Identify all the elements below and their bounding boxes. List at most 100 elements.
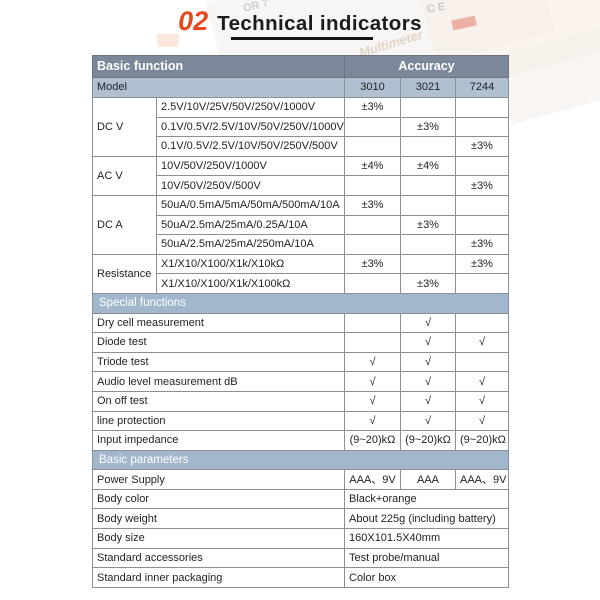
parameter-label: Standard inner packaging [92,567,345,588]
model-number-7244: 7244 [455,77,509,98]
accuracy-cell: ±3% [344,97,401,118]
table-row: Audio level measurement dB √ √ √ [92,371,509,392]
parameter-label: Standard accessories [92,547,345,569]
impedance-value: (9~20)kΩ [400,430,456,451]
accuracy-cell [344,136,401,157]
table-header-row: Basic function Accuracy [92,55,509,78]
impedance-value: (9~20)kΩ [344,430,401,451]
section-row: Basic parameters [92,449,509,471]
check-cell: √ [400,332,456,353]
check-cell: √ [344,410,401,432]
parameter-value: Color box [344,567,509,588]
accuracy-cell: ±3% [455,136,509,157]
table-row: 10V/50V/250V/500V ±3% [93,175,509,196]
check-cell: √ [455,332,509,353]
check-cell: √ [455,371,509,392]
accuracy-cell: ±3% [400,214,456,236]
check-cell [455,312,509,334]
table-row: X1/X10/X100/X1k/X100kΩ ±3% [93,273,509,294]
accuracy-cell [400,97,456,118]
range-cell: 0.1V/0.5V/2.5V/10V/50V/250V/1000V [156,116,345,138]
range-cell: 2.5V/10V/25V/50V/250V/1000V [156,97,345,118]
check-cell: √ [455,410,509,432]
check-cell [455,351,509,373]
range-cell: 0.1V/0.5V/2.5V/10V/50V/250V/500V [156,136,345,157]
accuracy-cell [455,273,509,294]
category-resistance: Resistance [92,253,157,294]
table-row: Triode test √ √ [92,351,509,373]
table-row: On off test √ √ √ [92,390,509,412]
accuracy-cell [344,116,401,138]
section-header-basic-parameters: Basic parameters [92,449,509,471]
function-label: Audio level measurement dB [92,371,345,392]
check-cell: √ [344,351,401,373]
table-row: Standard inner packaging Color box [92,567,509,588]
model-row: Model 3010 3021 7244 [92,77,509,98]
function-label: line protection [92,410,345,432]
accuracy-cell [400,234,456,255]
check-cell: √ [400,351,456,373]
category-dc-a: DC A [92,194,157,255]
table-row: Dry cell measurement √ [92,312,509,334]
section-number: 02 [178,6,209,36]
parameter-label: Body size [92,528,345,549]
range-cell: 50uA/2.5mA/25mA/250mA/10A [156,234,345,255]
watermark-product-photo-shape [492,25,600,125]
check-cell: √ [400,410,456,432]
check-cell [344,312,401,334]
accuracy-cell [400,175,456,196]
accuracy-cell [400,194,456,216]
accuracy-cell [455,194,509,216]
parameter-value: 160X101.5X40mm [344,528,509,549]
check-cell: √ [400,312,456,334]
table-row: Diode test √ √ [92,332,509,353]
table-row: Resistance X1/X10/X100/X1k/X10kΩ ±3% ±3% [92,253,509,294]
table-row: DC A 50uA/0.5mA/5mA/50mA/500mA/10A ±3% [92,194,509,255]
table-row: DC V 2.5V/10V/25V/50V/250V/1000V ±3% [92,97,509,157]
check-cell: √ [344,371,401,392]
table-row: Standard accessories Test probe/manual [92,547,509,569]
parameter-label: Power Supply [92,469,345,490]
parameter-value: Black+orange [344,488,509,510]
title-underline [231,37,373,40]
table-row: Power Supply AAA、9V AAA AAA、9V [92,469,509,490]
accuracy-cell: ±3% [455,253,509,275]
parameter-value: AAA、9V [455,469,509,490]
parameter-value: AAA、9V [344,469,401,490]
accuracy-cell [400,136,456,157]
col-header-accuracy: Accuracy [344,55,509,78]
range-cell: X1/X10/X100/X1k/X100kΩ [156,273,345,294]
accuracy-cell: ±4% [400,155,456,177]
accuracy-cell: ±3% [400,273,456,294]
page-title: 02 Technical indicators [0,6,600,37]
parameter-value: AAA [400,469,456,490]
accuracy-cell: ±3% [455,175,509,196]
function-label: Dry cell measurement [92,312,345,334]
accuracy-cell: ±3% [455,234,509,255]
check-cell: √ [400,390,456,412]
table-row: Body color Black+orange [92,488,509,510]
impedance-value: (9~20)kΩ [455,430,509,451]
page-title-text: Technical indicators [217,12,422,35]
parameter-value: About 225g (including battery) [344,508,509,530]
table-row: Body weight About 225g (including batter… [92,508,509,530]
accuracy-cell: ±4% [344,155,401,177]
accuracy-cell [344,273,401,294]
parameter-label: Body color [92,488,345,510]
parameter-label: Body weight [92,508,345,530]
range-cell: 10V/50V/250V/500V [156,175,345,196]
spec-table: Basic function Accuracy Model 3010 3021 … [92,55,509,588]
model-number-3021: 3021 [400,77,456,98]
table-row: line protection √ √ √ [92,410,509,432]
accuracy-cell [344,175,401,196]
check-cell: √ [400,371,456,392]
section-row: Special functions [92,292,509,314]
accuracy-cell [455,214,509,236]
accuracy-cell [344,214,401,236]
accuracy-cell [344,234,401,255]
accuracy-cell [400,253,456,275]
table-row: Input impedance (9~20)kΩ (9~20)kΩ (9~20)… [92,430,509,451]
model-row-label: Model [92,77,345,98]
accuracy-cell: ±3% [344,194,401,216]
